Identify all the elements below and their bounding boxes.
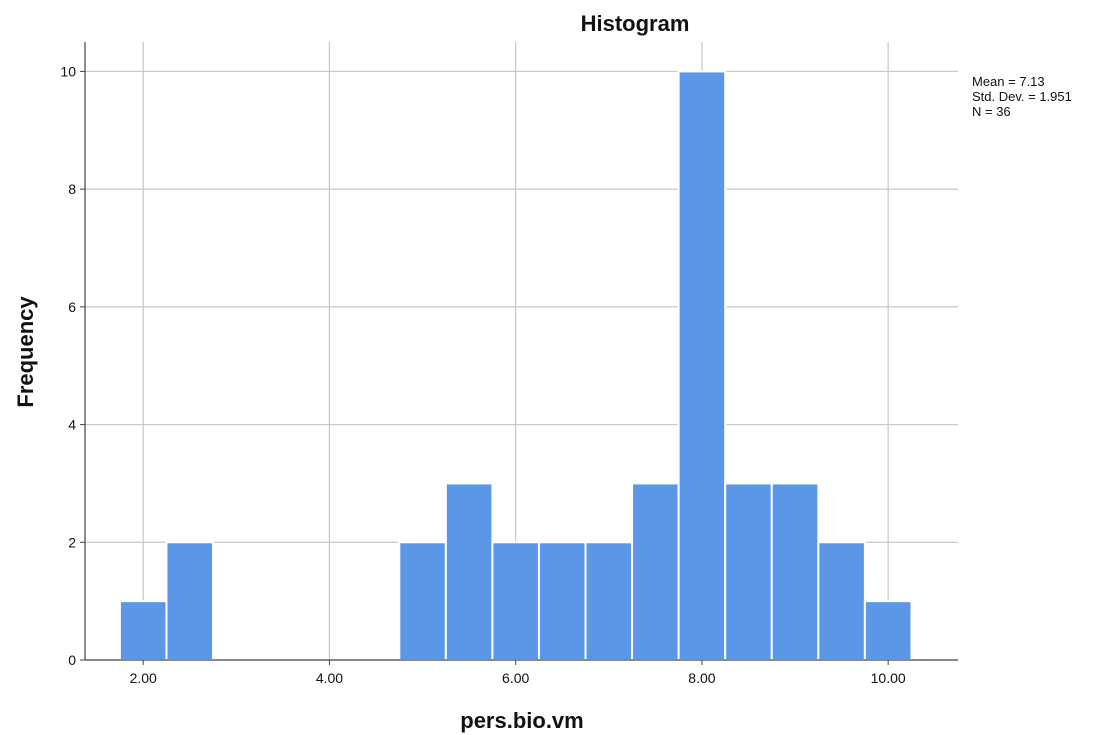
x-axis-title: pers.bio.vm: [460, 708, 583, 733]
y-tick-label: 4: [68, 417, 76, 433]
x-axis-ticks: 2.00 4.00 6.00 8.00 10.00: [130, 660, 906, 686]
histogram-bar: [118, 600, 168, 662]
x-tick-label: 4.00: [316, 670, 343, 686]
histogram-bar: [724, 482, 773, 661]
x-tick-label: 6.00: [502, 670, 529, 686]
y-tick-label: 8: [68, 181, 76, 197]
y-tick-label: 2: [68, 534, 76, 550]
x-tick-label: 8.00: [688, 670, 715, 686]
y-axis-title: Frequency: [13, 296, 38, 408]
histogram-bar: [537, 541, 587, 661]
y-tick-label: 6: [68, 299, 76, 315]
histogram-bar: [631, 482, 680, 661]
histogram-bar: [491, 541, 540, 661]
chart-title: Histogram: [581, 11, 690, 36]
stat-mean: Mean = 7.13: [972, 74, 1045, 89]
stats-box: Mean = 7.13 Std. Dev. = 1.951 N = 36: [972, 74, 1072, 119]
histogram-bar: [444, 482, 494, 661]
y-tick-label: 0: [68, 652, 76, 668]
histogram-bar: [817, 541, 866, 661]
histogram-bar: [165, 541, 215, 661]
histogram-bar: [770, 482, 820, 661]
histogram-bar: [863, 600, 913, 662]
stat-std-dev: Std. Dev. = 1.951: [972, 89, 1072, 104]
histogram-bar: [398, 541, 447, 661]
histogram-bar: [584, 541, 634, 661]
axes: [84, 42, 958, 661]
y-axis-ticks: 0 2 4 6 8 10: [60, 63, 85, 668]
stat-n: N = 36: [972, 104, 1011, 119]
x-tick-label: 10.00: [871, 670, 906, 686]
histogram-bar: [677, 70, 727, 661]
y-tick-label: 10: [60, 63, 76, 79]
x-tick-label: 2.00: [130, 670, 157, 686]
